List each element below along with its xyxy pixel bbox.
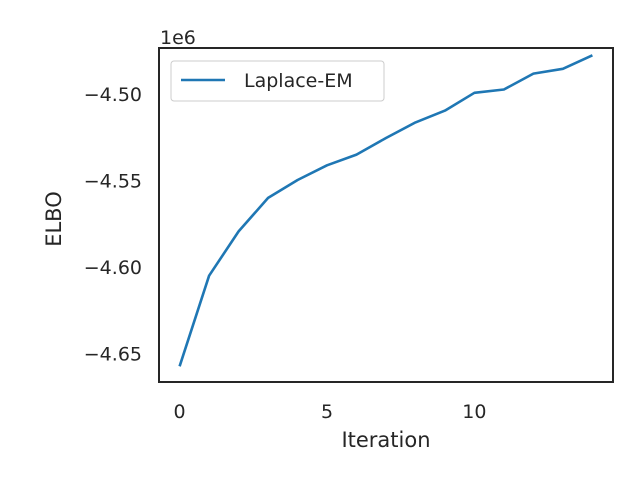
series-line-0 bbox=[178, 54, 593, 367]
x-axis-ticks: 0 5 10 bbox=[174, 401, 487, 423]
x-tick-label: 5 bbox=[321, 401, 333, 423]
x-tick-label: 10 bbox=[462, 401, 486, 423]
x-tick-label: 0 bbox=[174, 401, 186, 423]
legend-label: Laplace-EM bbox=[244, 70, 353, 92]
axes-frame bbox=[158, 47, 614, 383]
y-axis-ticks: −4.65 −4.60 −4.55 −4.50 bbox=[84, 84, 142, 365]
y-tick-label: −4.55 bbox=[84, 170, 142, 192]
y-tick-label: −4.50 bbox=[84, 84, 142, 106]
legend: Laplace-EM bbox=[170, 60, 385, 102]
x-axis-title: Iteration bbox=[341, 428, 430, 452]
y-offset-label: 1e6 bbox=[160, 27, 196, 49]
y-tick-label: −4.60 bbox=[84, 257, 142, 279]
y-axis-title: ELBO bbox=[42, 191, 66, 247]
legend-frame bbox=[170, 60, 385, 102]
plot-area bbox=[158, 47, 614, 383]
series-layer bbox=[178, 54, 593, 367]
y-tick-label: −4.65 bbox=[84, 343, 142, 365]
